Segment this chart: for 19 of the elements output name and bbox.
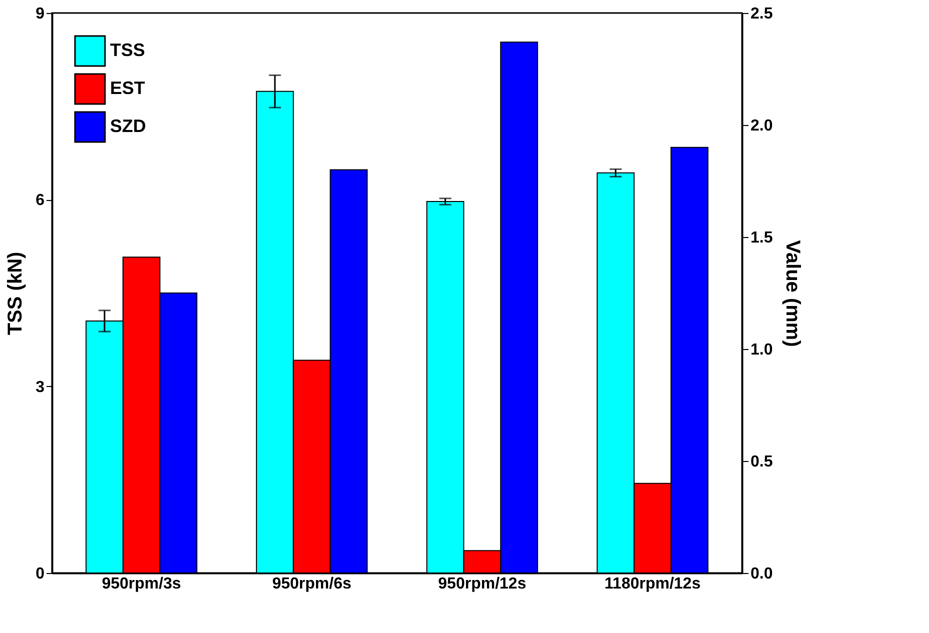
y2-tick-label: 2.0 [750, 118, 773, 134]
x-tick-label: 950rpm/3s [102, 576, 182, 592]
y-tick-label: 9 [36, 6, 45, 22]
legend-label: SZD [110, 116, 146, 136]
x-tick-label: 1180rpm/12s [604, 576, 701, 592]
x-tick-label: 950rpm/12s [438, 576, 526, 592]
y-tick-label: 6 [36, 192, 45, 210]
y2-tick-label: 0.5 [750, 454, 773, 470]
y2-tick-label: 2.5 [750, 6, 773, 22]
legend-label: TSS [110, 40, 146, 60]
y2-tick-label: 1.5 [750, 230, 773, 246]
y-tick-label: 3 [36, 378, 45, 396]
y2-tick-label: 1.0 [750, 342, 773, 358]
y2-tick-label: 0.0 [750, 566, 773, 582]
y-axis-title: TSS (kN) [4, 252, 27, 336]
x-tick-label: 950rpm/6s [272, 576, 352, 592]
legend-label: EST [110, 78, 146, 98]
y2-axis-title: Value (mm) [782, 240, 804, 347]
y-tick-label: 0 [36, 566, 45, 582]
